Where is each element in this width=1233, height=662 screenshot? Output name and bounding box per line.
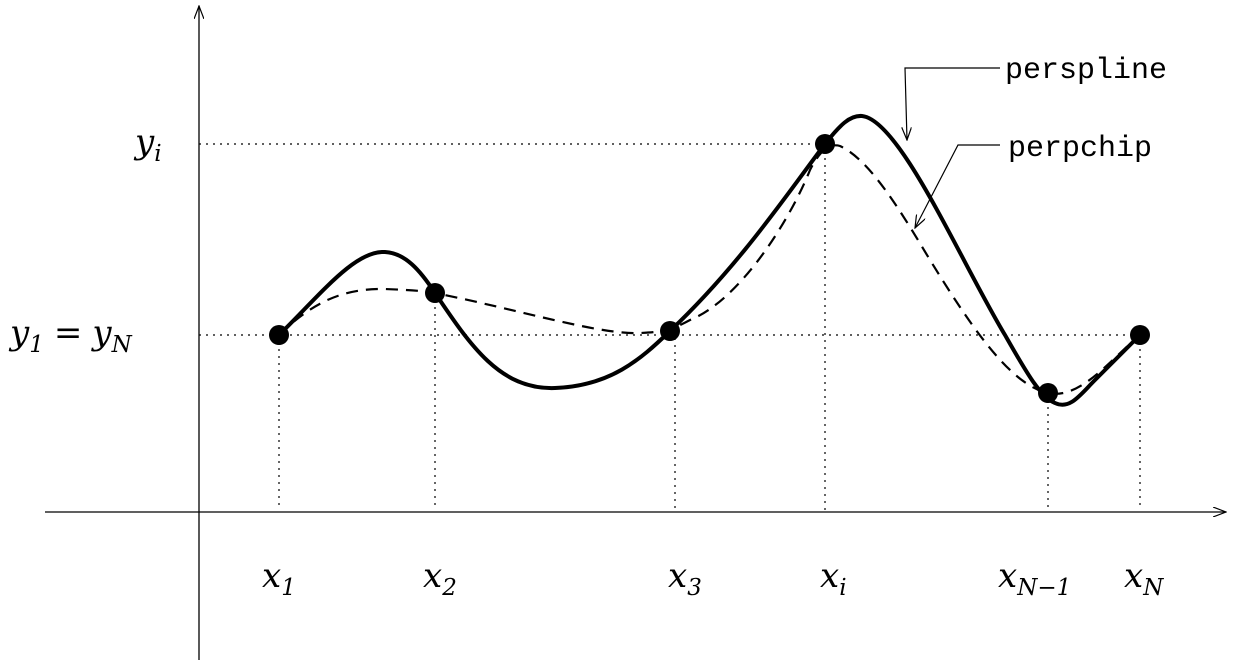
x-labels: x1 x2 x3 xi xN−1 xN (262, 556, 1164, 601)
x-label: x3 (668, 556, 702, 601)
x-label: x2 (423, 556, 457, 601)
pointer (915, 144, 1000, 228)
knots (269, 134, 1150, 403)
label-part: x (668, 556, 687, 596)
y-label: y1 = yN (8, 313, 133, 358)
label-part: 1 (281, 575, 296, 601)
label-part: x (423, 556, 442, 596)
label-part: N (1142, 575, 1164, 601)
x-label: x1 (262, 556, 296, 601)
var: y (133, 122, 155, 162)
x-label: xN (1124, 556, 1164, 601)
var: y (8, 313, 30, 353)
pointer (905, 67, 1000, 140)
x-label: xi (820, 556, 847, 601)
label-part: x (998, 556, 1017, 596)
label-part: i (839, 575, 846, 601)
label-part: 3 (687, 575, 702, 601)
label-part: 2 (441, 575, 457, 601)
curve-label: perspline (1005, 54, 1167, 88)
y-label: yi (133, 122, 162, 167)
sub: 1 (29, 332, 44, 358)
var: y (90, 313, 112, 353)
rel: = (54, 313, 83, 353)
sub: N (111, 332, 133, 358)
label-part: x (1124, 556, 1143, 596)
sub: i (154, 141, 161, 167)
curve-label: perpchip (1008, 132, 1152, 166)
x-label: xN−1 (998, 556, 1071, 601)
perpchip-curve (278, 144, 1141, 395)
label-part: N−1 (1016, 575, 1071, 601)
label-part: x (262, 556, 281, 596)
label-part: x (820, 556, 839, 596)
